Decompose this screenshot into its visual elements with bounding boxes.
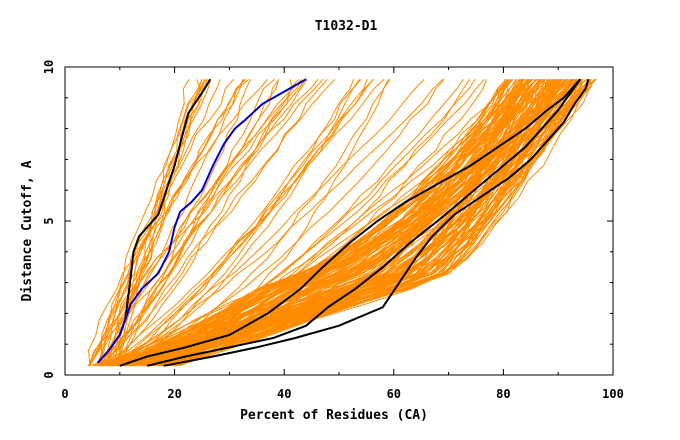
- model-curve: [98, 78, 385, 367]
- model-curve: [92, 78, 299, 367]
- model-curve: [113, 78, 569, 367]
- model-curve: [114, 78, 335, 367]
- x-tick-label: 80: [496, 387, 510, 401]
- model-curve: [111, 78, 250, 366]
- model-curve: [90, 79, 355, 367]
- axis-ticks: 0 20 40 60 80 100 0 5 10: [42, 60, 624, 401]
- model-curve: [95, 79, 361, 367]
- black-series-line-3: [119, 78, 581, 367]
- model-curve: [98, 78, 328, 367]
- black-series-line-5: [163, 79, 590, 367]
- model-curve: [132, 78, 523, 367]
- model-curve: [121, 78, 374, 367]
- model-curve: [96, 78, 319, 366]
- y-axis-label: Distance Cutoff, A: [20, 160, 35, 301]
- model-curve: [117, 79, 470, 367]
- y-tick-label: 5: [42, 217, 56, 224]
- model-curve: [95, 78, 545, 367]
- model-curve: [88, 79, 306, 367]
- model-curve: [87, 78, 268, 366]
- chart-title: T1032-D1: [315, 19, 378, 34]
- model-curve: [124, 79, 487, 367]
- y-tick-label: 10: [42, 60, 56, 74]
- x-axis-label: Percent of Residues (CA): [240, 408, 428, 423]
- x-tick-label: 60: [387, 387, 401, 401]
- model-curve: [103, 78, 374, 367]
- model-curve: [144, 78, 524, 367]
- model-curve: [133, 78, 530, 367]
- blue-series-line: [97, 78, 307, 364]
- model-curve: [108, 78, 538, 367]
- x-tick-label: 0: [61, 387, 68, 401]
- y-tick-label: 0: [42, 371, 56, 378]
- model-curve: [89, 79, 205, 366]
- x-tick-label: 100: [602, 387, 624, 401]
- model-curve: [88, 78, 303, 367]
- model-curve: [173, 79, 550, 367]
- model-curve: [134, 78, 530, 367]
- model-curve: [159, 78, 575, 367]
- model-curve: [100, 79, 464, 367]
- model-curve: [111, 79, 389, 367]
- highlighted-model-curves: [97, 78, 590, 367]
- x-tick-label: 40: [277, 387, 291, 401]
- model-curve: [150, 78, 581, 367]
- model-curve: [88, 79, 208, 367]
- model-curve: [113, 79, 308, 367]
- model-curve: [96, 78, 443, 367]
- model-curve: [97, 79, 212, 366]
- background-model-curves: [87, 78, 597, 367]
- model-curve: [101, 78, 275, 367]
- model-curve: [112, 78, 526, 367]
- model-curve: [106, 79, 293, 367]
- model-curve: [164, 79, 566, 367]
- model-curve: [119, 78, 207, 366]
- x-tick-label: 20: [167, 387, 181, 401]
- model-curve: [178, 79, 530, 367]
- model-curve: [128, 78, 362, 367]
- model-curve: [99, 78, 445, 367]
- model-curve: [123, 79, 557, 367]
- model-curve: [120, 78, 588, 367]
- model-curve: [116, 79, 391, 367]
- black-series-line-4: [146, 78, 581, 367]
- model-curve: [110, 78, 569, 367]
- model-curve: [115, 79, 368, 367]
